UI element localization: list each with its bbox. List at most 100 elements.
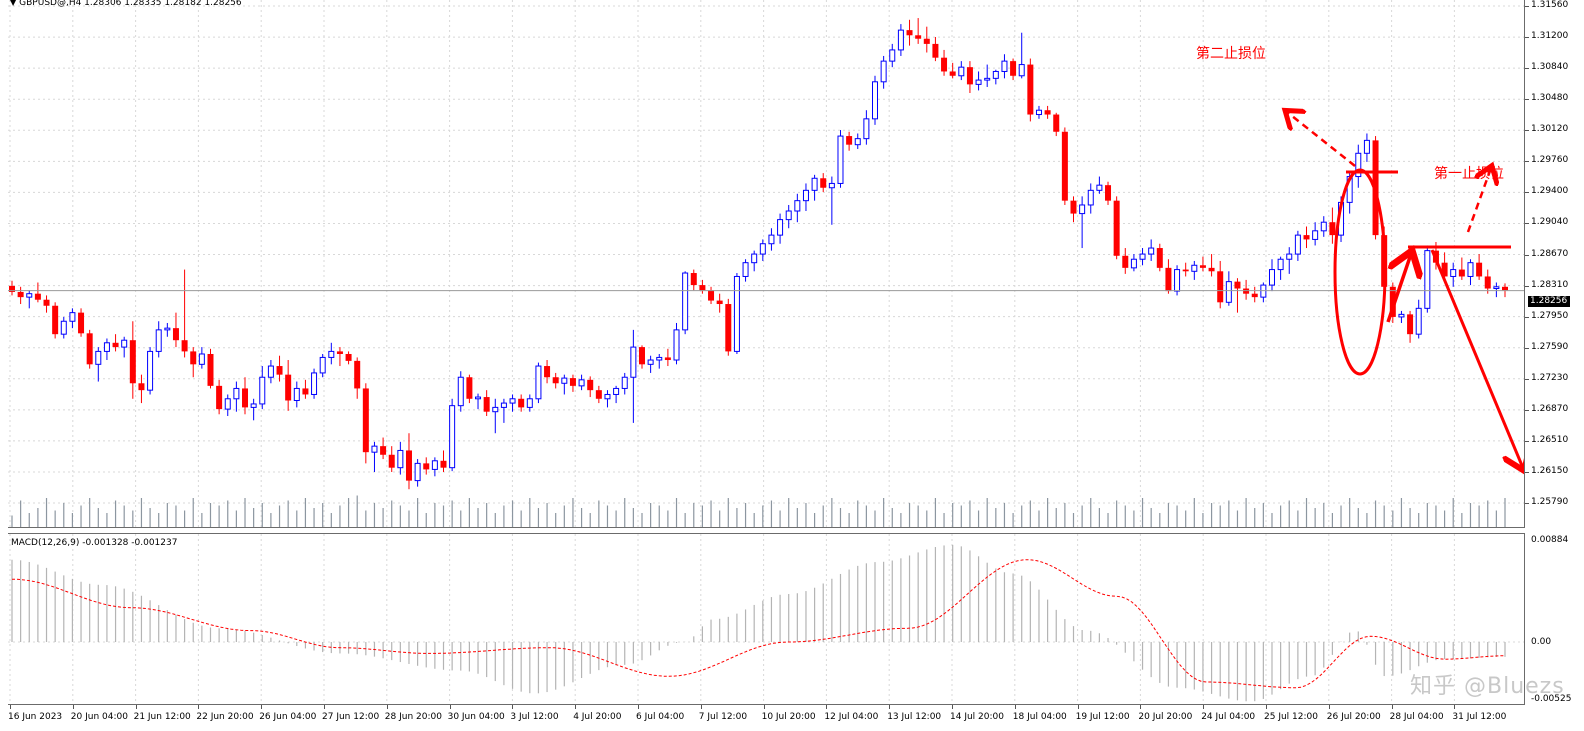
candle-body-bull	[742, 262, 749, 277]
price-tick-label: 1.29040	[1531, 217, 1569, 228]
candle-body-bear	[86, 333, 93, 365]
candle-body-bear	[483, 397, 490, 412]
candle-body-bull	[1320, 221, 1327, 232]
time-tick-label: 27 Jun 12:00	[322, 712, 380, 722]
candle-body-bull	[794, 200, 801, 212]
candle-body-bear	[699, 285, 706, 291]
time-tick-label: 12 Jul 04:00	[824, 712, 879, 722]
price-tick-label: 1.26870	[1531, 403, 1569, 414]
candle-body-bull	[60, 320, 67, 335]
price-chart-pane[interactable]: ▼ GBPUSD@,H4 1.28306 1.28335 1.28182 1.28…	[8, 0, 1525, 528]
price-tick-mark	[1525, 503, 1529, 504]
candle-body-bear	[1251, 293, 1258, 298]
time-tick-label: 19 Jul 12:00	[1075, 712, 1130, 722]
candle-body-bull	[1079, 204, 1086, 215]
candle-body-bear	[587, 379, 594, 391]
price-tick-mark	[1525, 68, 1529, 70]
candle-body-bull	[535, 365, 542, 400]
price-tick-label: 1.25790	[1531, 497, 1569, 507]
candle-body-bull	[682, 272, 689, 331]
candle-body-bull	[509, 398, 516, 404]
macd-indicator-pane[interactable]: MACD(12,26,9) -0.001328 -0.001237	[8, 533, 1525, 705]
candle-body-bull	[121, 339, 128, 348]
time-tick-mark	[575, 705, 577, 709]
candle-body-bull	[319, 356, 326, 374]
price-tick-mark	[1525, 37, 1529, 39]
candle-body-bull	[311, 372, 318, 395]
candle-body-bull	[1363, 139, 1370, 154]
candle-body-bear	[423, 463, 430, 470]
time-tick-mark	[638, 705, 639, 709]
candle-body-bear	[638, 347, 645, 365]
candle-body-bull	[880, 60, 887, 83]
candle-body-bull	[751, 253, 758, 264]
candle-body-bull	[1277, 258, 1284, 271]
candle-body-bull	[1148, 247, 1155, 255]
candle-body-bear	[544, 366, 551, 378]
candle-body-bear	[1243, 288, 1250, 294]
macd-canvas	[8, 534, 1524, 704]
time-tick-mark	[1014, 705, 1016, 709]
candle-body-bull	[777, 219, 784, 236]
time-tick-mark	[1140, 705, 1142, 709]
time-tick-mark	[10, 705, 11, 709]
time-tick-mark	[1391, 705, 1393, 709]
price-tick-label: 1.27950	[1531, 310, 1569, 321]
candle-body-bear	[52, 305, 59, 335]
candle-body-bull	[1035, 109, 1042, 116]
price-tick-label: 1.31200	[1531, 31, 1569, 42]
candle-body-bull	[328, 350, 335, 358]
candle-body-bear	[380, 446, 387, 455]
candle-body-bull	[656, 356, 663, 361]
candle-body-bull	[250, 403, 257, 408]
candle-body-bull	[630, 346, 637, 378]
candle-body-bear	[405, 450, 412, 481]
time-tick-label: 20 Jul 20:00	[1138, 712, 1193, 722]
candle-body-bear	[1458, 269, 1465, 277]
candle-body-bull	[1225, 281, 1232, 303]
candle-body-bull	[613, 387, 620, 395]
candle-body-bull	[1355, 152, 1362, 178]
candle-body-bear	[1010, 61, 1017, 76]
price-tick-label: 1.31560	[1531, 0, 1569, 10]
candle-body-bear	[1303, 235, 1310, 240]
time-tick-mark	[324, 705, 325, 709]
price-tick-mark	[1525, 254, 1529, 256]
price-tick-mark	[1525, 440, 1529, 442]
candle-body-bull	[95, 350, 102, 365]
time-tick-label: 3 Jul 12:00	[510, 712, 559, 722]
second-stop-arrow	[1287, 112, 1356, 167]
candle-body-bull	[1294, 234, 1301, 255]
candle-body-bear	[932, 43, 939, 58]
time-tick-mark	[512, 705, 514, 709]
candle-body-bull	[1018, 64, 1025, 77]
candle-body-bull	[1001, 60, 1008, 72]
candle-body-bull	[811, 177, 818, 191]
price-tick-mark	[1525, 285, 1529, 287]
candle-body-bear	[216, 385, 223, 410]
candle-body-bear	[466, 377, 473, 399]
candle-body-bear	[915, 35, 922, 39]
price-tick-mark	[1525, 130, 1529, 132]
candle-body-bull	[500, 402, 507, 408]
time-tick-label: 26 Jun 04:00	[259, 712, 317, 722]
candle-body-bull	[785, 210, 792, 221]
macd-tick-label: -0.00525	[1531, 694, 1572, 704]
time-tick-label: 26 Jul 20:00	[1326, 712, 1381, 722]
candle-body-bull	[1130, 258, 1137, 269]
price-tick-label: 1.27230	[1531, 372, 1569, 383]
candle-body-bear	[172, 328, 179, 341]
time-tick-mark	[198, 705, 200, 709]
candle-body-bull	[267, 365, 274, 378]
candle-body-bear	[190, 351, 197, 365]
candle-body-bear	[923, 38, 930, 44]
candle-body-bear	[285, 374, 292, 401]
candle-body-bear	[1053, 114, 1060, 132]
up-move-arrow	[1386, 254, 1411, 323]
candle-body-bull	[984, 77, 991, 81]
time-tick-label: 13 Jul 12:00	[887, 712, 942, 722]
candle-body-bear	[1061, 131, 1068, 201]
candle-body-bear	[78, 312, 85, 334]
candle-body-bear	[1122, 255, 1129, 268]
price-tick-mark	[1525, 378, 1529, 380]
